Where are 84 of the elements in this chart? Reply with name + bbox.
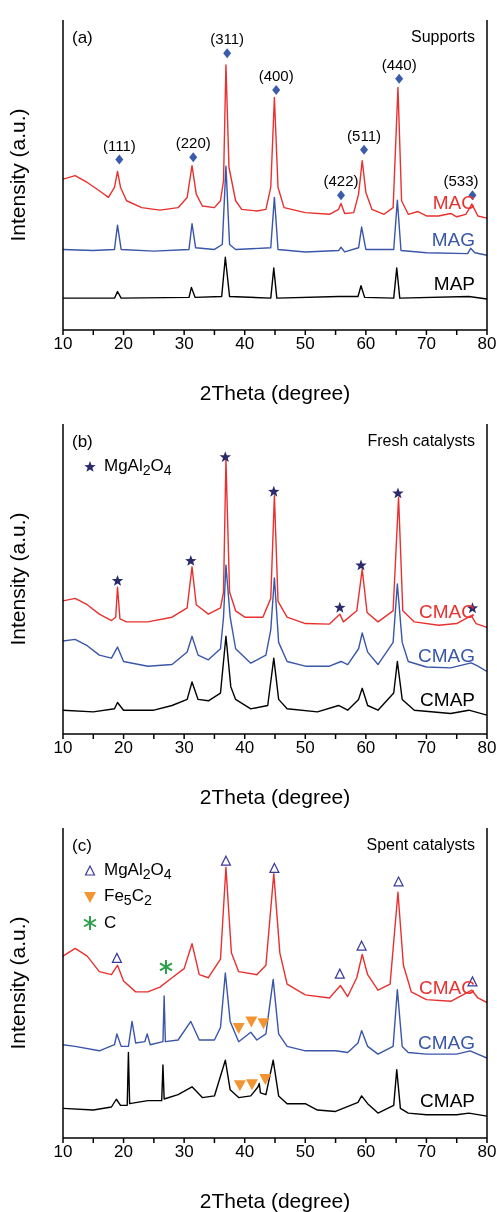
point	[334, 968, 345, 979]
point	[395, 73, 404, 84]
series-label: MAC	[432, 192, 475, 214]
legend-label: MgAl$_{2}$O$_{4}$	[104, 859, 172, 883]
point	[269, 862, 280, 874]
x-tick-label: 60	[356, 334, 376, 354]
x-tick-label: 60	[356, 1142, 376, 1162]
point	[268, 485, 280, 497]
annotation: (111)	[102, 136, 136, 154]
x-tick-label: 20	[114, 334, 134, 354]
point	[334, 601, 346, 613]
series-label: CMAP	[420, 689, 475, 711]
point	[272, 85, 281, 96]
point	[232, 1023, 245, 1035]
point	[392, 487, 404, 499]
point	[220, 855, 232, 866]
point	[233, 1080, 246, 1092]
x-tick-label: 10	[53, 738, 73, 758]
series-label: MAG	[431, 229, 475, 251]
point	[115, 154, 124, 165]
x-tick-label: 20	[114, 1142, 134, 1162]
series-label: CMAG	[418, 1032, 475, 1054]
annotation: (440)	[381, 55, 417, 73]
point	[355, 559, 367, 571]
x-tick-label: 40	[235, 738, 255, 758]
x-tick-label: 70	[416, 334, 436, 354]
annotation: (533)	[443, 172, 479, 190]
x-tick-label: 60	[356, 738, 376, 758]
point	[360, 144, 369, 155]
legend-label: C	[104, 913, 117, 933]
x-tick-label: 30	[174, 1142, 194, 1162]
point	[337, 190, 346, 201]
x-tick-label: 50	[295, 738, 315, 758]
x-tick-label: 50	[295, 1142, 315, 1162]
series-label: MAP	[433, 273, 475, 294]
point	[111, 574, 124, 586]
annotation: (311)	[210, 30, 245, 48]
point	[393, 876, 404, 887]
x-tick-label: 80	[477, 334, 497, 354]
point	[259, 1074, 272, 1086]
text: (a)	[72, 28, 93, 48]
point	[189, 152, 198, 163]
x-tick-label: 10	[53, 1142, 73, 1162]
text: (c)	[72, 836, 92, 856]
chart-title: Spent catalysts	[366, 836, 475, 854]
x-tick-label: 70	[416, 1142, 436, 1162]
point	[257, 1018, 270, 1030]
x-tick-label: 30	[174, 334, 194, 354]
annotation: (400)	[258, 67, 294, 85]
point	[245, 1016, 258, 1028]
legend-label: MgAl$_{2}$O$_{4}$	[104, 455, 172, 479]
x-tick-label: 20	[114, 738, 134, 758]
point	[245, 1079, 258, 1091]
x-axis-title: 2Theta (degree)	[199, 381, 351, 404]
x-axis-title: 2Theta (degree)	[199, 785, 351, 808]
y-axis-title: Intensity (a.u.)	[6, 916, 30, 1050]
point	[223, 48, 232, 59]
x-tick-label: 30	[174, 738, 194, 758]
x-tick-label: 80	[477, 1142, 497, 1162]
series-label: CMAG	[418, 645, 475, 667]
legend-label: Fe$_{5}$C$_{2}$	[104, 885, 152, 909]
chart-title: Supports	[410, 28, 475, 46]
x-tick-label: 80	[477, 738, 497, 758]
chart-title: Fresh catalysts	[367, 432, 475, 450]
x-axis-title: 2Theta (degree)	[199, 1189, 351, 1212]
series-label: CMAP	[420, 1090, 475, 1112]
y-axis-title: Intensity (a.u.)	[6, 108, 30, 242]
x-tick-label: 40	[235, 1142, 255, 1162]
point	[111, 952, 123, 963]
x-tick-label: 10	[53, 334, 73, 354]
x-tick-label: 40	[235, 334, 255, 354]
x-tick-label: 50	[295, 334, 315, 354]
series-label: CMAC	[419, 976, 475, 998]
text: (b)	[72, 432, 93, 452]
y-axis-title: Intensity (a.u.)	[6, 512, 30, 646]
annotation: (220)	[175, 134, 211, 152]
point	[219, 451, 232, 463]
point	[158, 958, 173, 975]
series-label: CMAC	[419, 601, 475, 623]
x-tick-label: 70	[416, 738, 436, 758]
annotation: (511)	[347, 126, 381, 144]
point	[356, 940, 367, 951]
annotation: (422)	[323, 172, 359, 190]
point	[185, 555, 197, 566]
